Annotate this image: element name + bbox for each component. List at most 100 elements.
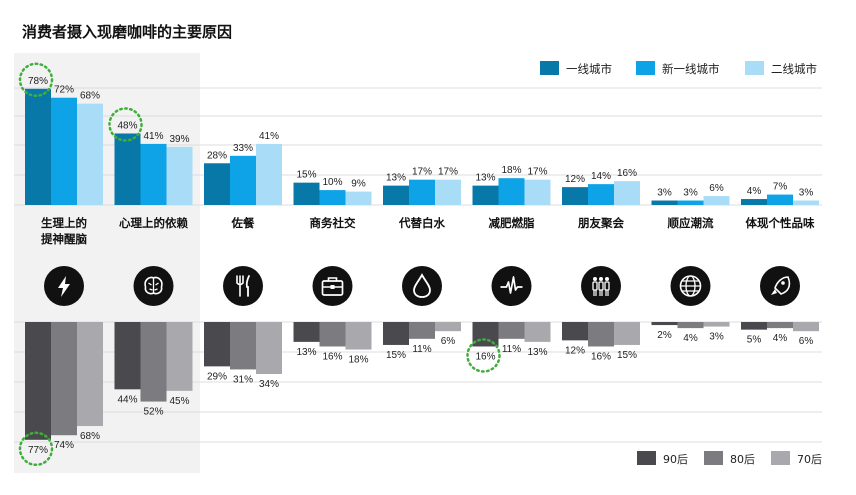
category-label: 提神醒脑: [41, 232, 87, 246]
category-label: 生理上的: [41, 216, 87, 230]
category-icons: [44, 266, 800, 306]
data-label-bottom: 11%: [502, 344, 521, 355]
legend-swatch: [771, 451, 790, 465]
bar-bottom-0-1: [51, 322, 77, 436]
data-label-top: 13%: [475, 173, 495, 184]
data-label-top: 14%: [591, 171, 611, 182]
bar-top-2-0: [204, 163, 230, 205]
bar-top-2-1: [230, 155, 256, 205]
globe-icon: [670, 266, 711, 306]
category-label: 佐餐: [231, 216, 255, 230]
category-label: 朋友聚会: [577, 216, 624, 230]
data-label-top: 6%: [709, 183, 724, 194]
data-label-top: 17%: [527, 167, 547, 178]
bar-bottom-7-2: [703, 322, 730, 327]
data-label-bottom: 6%: [441, 336, 456, 347]
pulse-icon: [491, 266, 532, 306]
bar-top-0-1: [51, 97, 77, 205]
bar-top-4-1: [409, 179, 435, 205]
bar-top-8-2: [793, 200, 819, 205]
brain-icon: [133, 266, 174, 306]
data-label-bottom: 13%: [527, 347, 547, 358]
data-label-bottom: 16%: [322, 351, 342, 362]
bar-bottom-3-1: [319, 322, 346, 347]
chart-title: 消费者摄入现磨咖啡的主要原因: [22, 23, 232, 41]
data-label-top: 12%: [565, 174, 585, 185]
bar-top-2-2: [256, 143, 282, 205]
data-label-bottom: 77%: [28, 445, 48, 456]
bar-bottom-4-1: [409, 322, 435, 339]
data-label-bottom: 5%: [747, 335, 762, 346]
legend-top: 一线城市 新一线城市 二线城市: [540, 61, 817, 76]
data-label-bottom: 74%: [54, 440, 74, 451]
data-label-top: 15%: [296, 170, 316, 181]
bar-bottom-8-1: [767, 322, 793, 329]
data-label-top: 78%: [28, 76, 48, 87]
legend-label: 一线城市: [566, 62, 612, 76]
data-label-top: 3%: [683, 188, 698, 199]
highlight-markers: [18, 62, 501, 467]
data-label-top: 3%: [657, 188, 672, 199]
bar-bottom-6-1: [588, 322, 614, 347]
bar-top-4-0: [383, 185, 409, 205]
bar-top-1-1: [140, 143, 167, 205]
data-label-top: 16%: [617, 168, 637, 179]
water-drop-icon: [402, 266, 442, 306]
data-label-bottom: 45%: [169, 396, 189, 407]
data-label-top: 10%: [322, 177, 342, 188]
bar-bottom-6-2: [614, 322, 640, 345]
data-label-bottom: 15%: [617, 350, 637, 361]
category-label: 顺应潮流: [668, 216, 714, 230]
data-label-bottom: 13%: [296, 347, 316, 358]
legend-label: 90后: [663, 453, 688, 466]
bar-top-7-0: [651, 200, 678, 205]
data-label-bottom: 4%: [773, 333, 788, 344]
bar-top-8-0: [741, 199, 767, 205]
legend-swatch: [637, 451, 656, 465]
bar-top-6-2: [614, 181, 640, 205]
category-label: 代替白水: [398, 216, 445, 230]
bar-top-5-0: [472, 185, 499, 205]
bar-top-3-2: [345, 191, 372, 205]
data-label-bottom: 15%: [386, 350, 406, 361]
people-icon: [581, 266, 621, 306]
data-label-bottom: 2%: [657, 330, 672, 341]
bar-bottom-0-2: [77, 322, 103, 427]
bar-top-5-1: [498, 178, 525, 205]
highlight-circle: [108, 107, 143, 142]
bar-bottom-5-2: [524, 322, 551, 342]
bar-bottom-6-0: [562, 322, 588, 341]
data-label-top: 9%: [351, 179, 366, 190]
bar-bottom-4-0: [383, 322, 409, 345]
bar-bottom-8-2: [793, 322, 819, 332]
data-label-top: 4%: [747, 186, 762, 197]
utensils-icon: [223, 266, 263, 306]
data-label-bottom: 6%: [799, 336, 814, 347]
bar-top-1-0: [114, 133, 141, 205]
data-label-bottom: 11%: [412, 344, 431, 355]
data-label-bottom: 12%: [565, 345, 585, 356]
data-label-top: 17%: [438, 167, 458, 178]
category-label: 心理上的依赖: [119, 216, 188, 230]
bar-top-3-1: [319, 190, 346, 205]
bar-bottom-7-0: [651, 322, 678, 326]
category-label: 商务社交: [310, 216, 356, 230]
bars: 78% 48% 28% 15% 13% 13% 12% 3% 4% 72% 41% 33% 10% 17%…: [25, 76, 819, 456]
category-label: 减肥燃脂: [489, 216, 535, 230]
bar-bottom-8-0: [741, 322, 767, 330]
bar-top-4-2: [435, 179, 461, 205]
bar-bottom-4-2: [435, 322, 461, 332]
bar-top-7-1: [677, 200, 704, 205]
data-label-top: 39%: [169, 134, 189, 145]
data-label-bottom: 16%: [591, 351, 611, 362]
data-label-top: 72%: [54, 85, 74, 96]
briefcase-icon: [312, 266, 353, 306]
data-label-top: 33%: [233, 143, 253, 154]
data-label-bottom: 52%: [143, 407, 163, 418]
highlight-circle: [18, 62, 54, 98]
data-label-bottom: 34%: [259, 379, 279, 390]
data-label-bottom: 68%: [80, 431, 100, 442]
category-label: 体现个性品味: [746, 216, 815, 230]
legend-label: 70后: [797, 453, 822, 466]
